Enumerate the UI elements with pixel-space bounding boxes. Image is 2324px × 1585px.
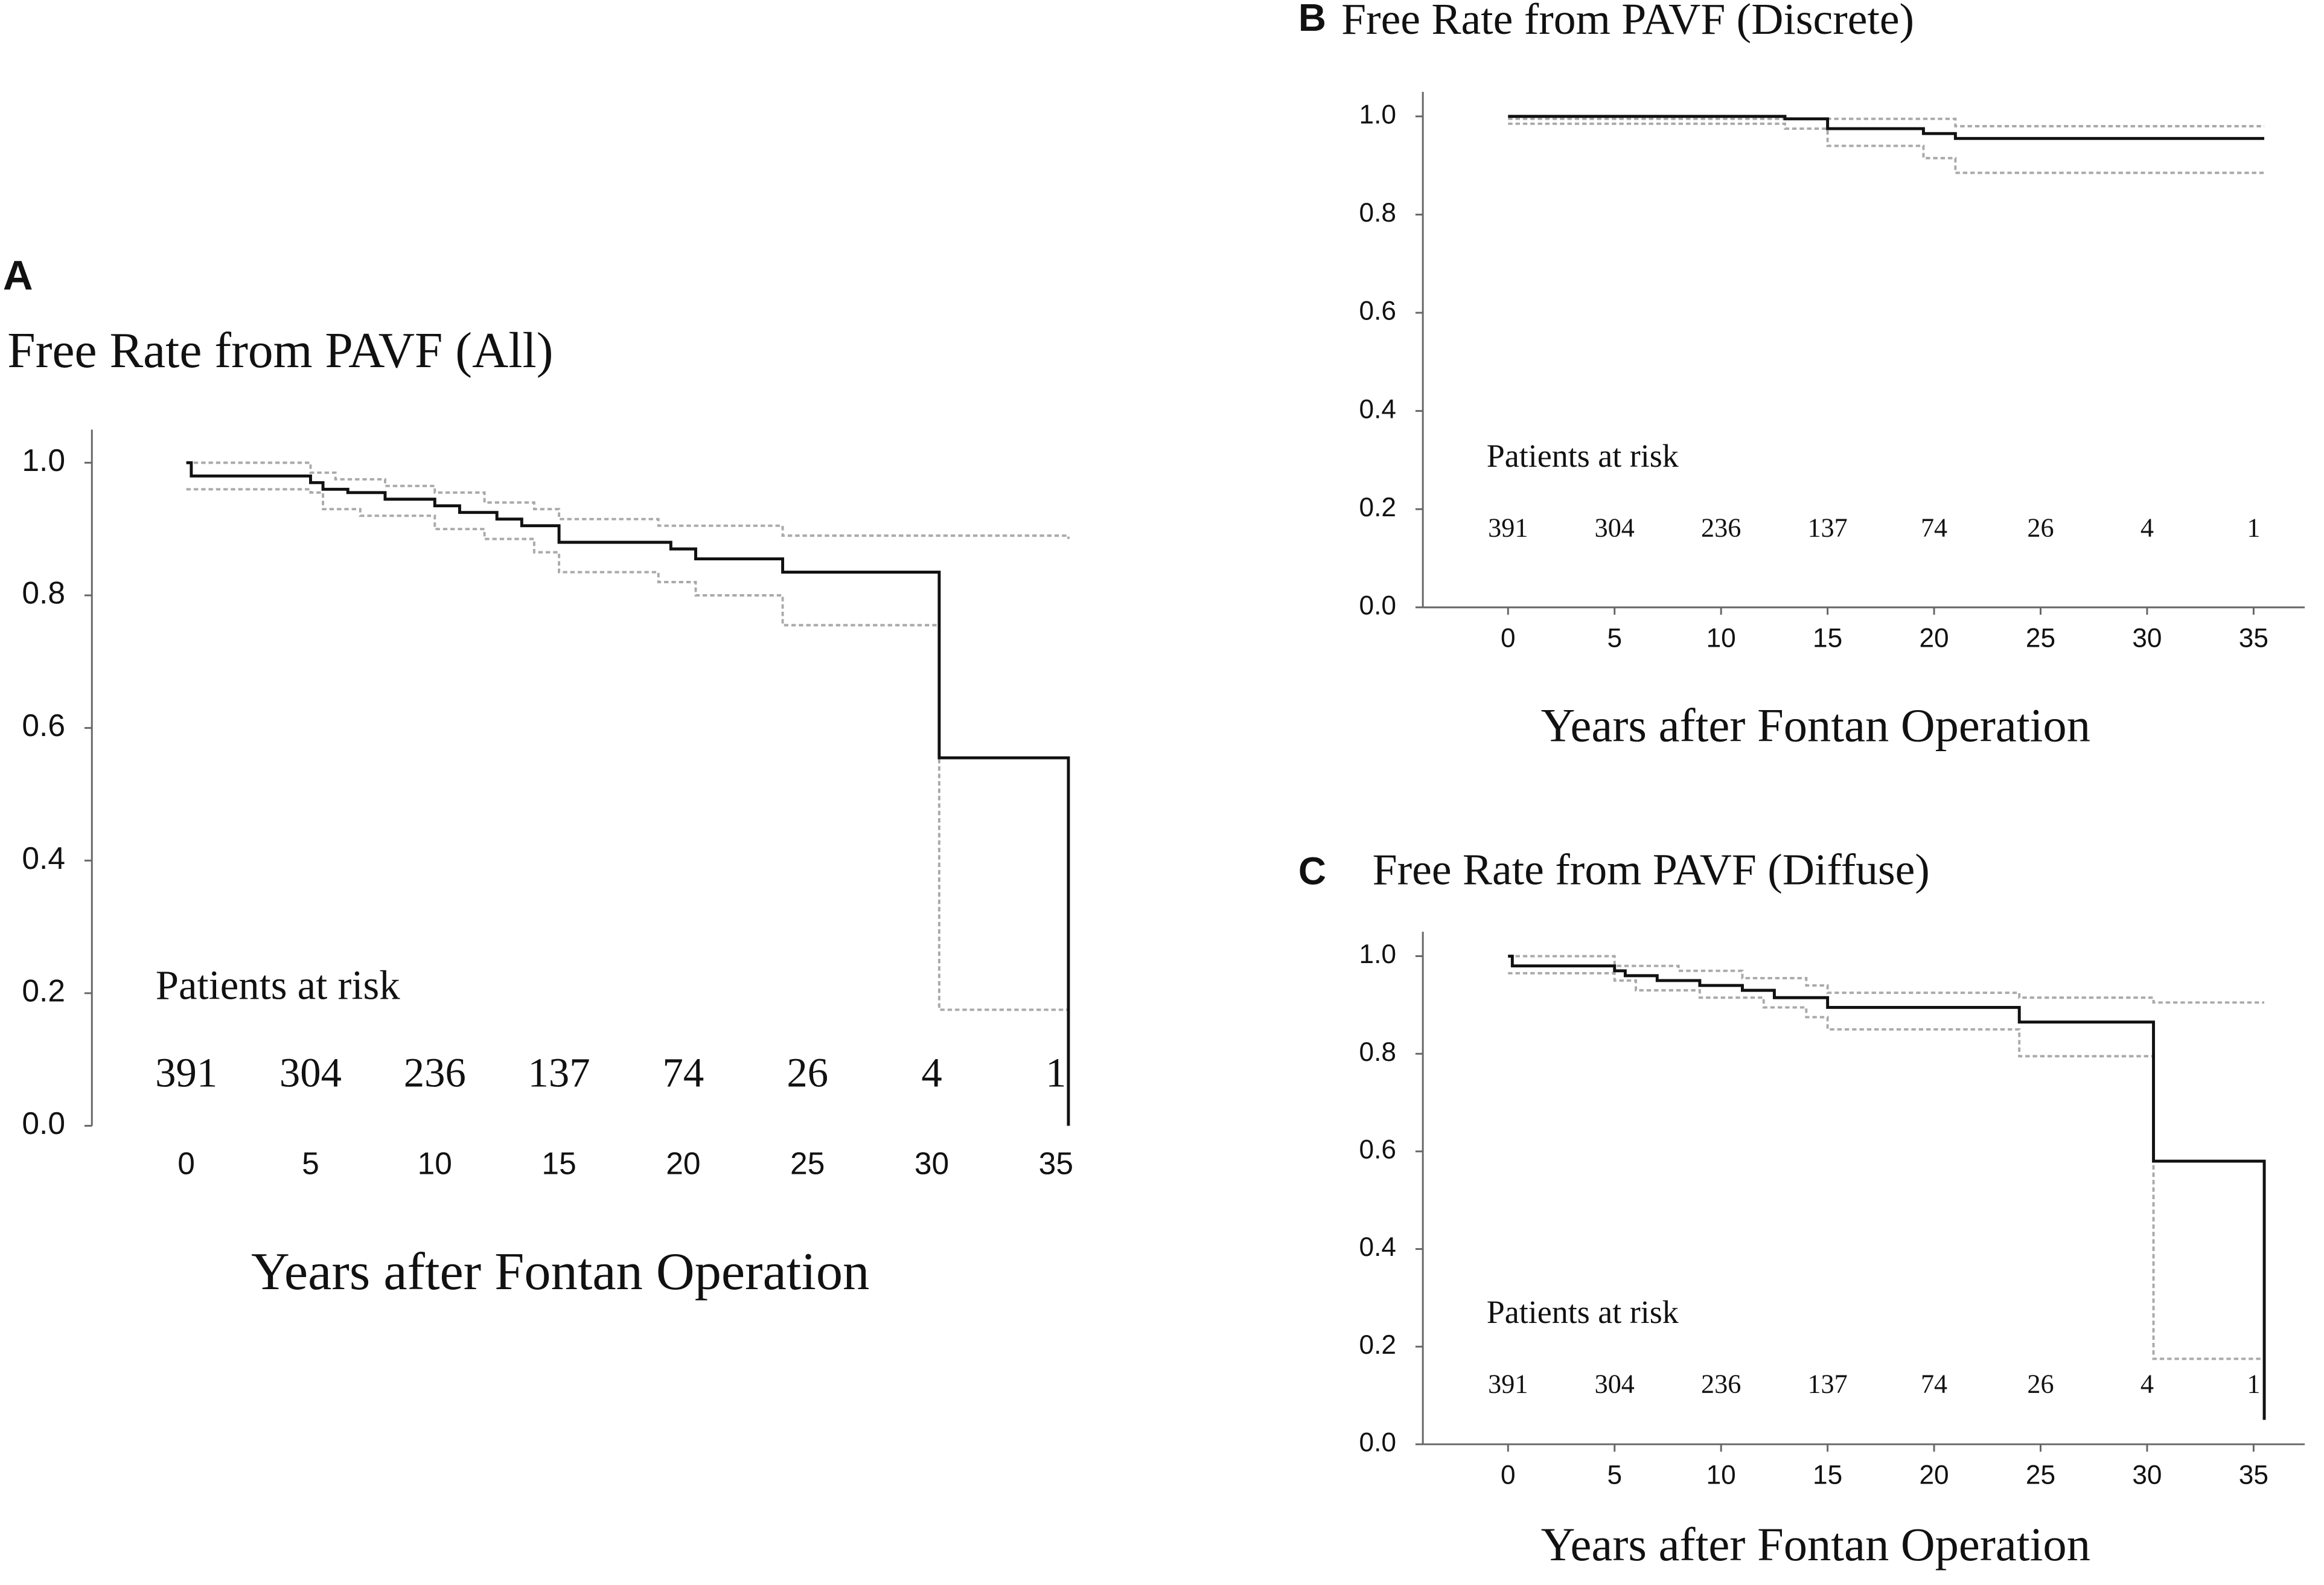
x-tick-label: 0 xyxy=(1501,1461,1516,1490)
x-tick-label: 30 xyxy=(2132,1461,2162,1490)
x-tick-label: 25 xyxy=(790,1145,825,1180)
panel-letter: A xyxy=(3,252,33,298)
survival-line xyxy=(1508,115,2265,140)
x-tick-label: 20 xyxy=(1919,1461,1949,1490)
y-tick-label: 0.8 xyxy=(22,575,65,610)
x-axis-label: Years after Fontan Operation xyxy=(251,1242,869,1301)
y-tick-label: 0.0 xyxy=(1359,1428,1396,1458)
chart-title: Free Rate from PAVF (Diffuse) xyxy=(1373,844,1930,894)
at-risk-count: 137 xyxy=(528,1049,590,1095)
ci-line xyxy=(186,461,1070,539)
at-risk-count: 74 xyxy=(1921,513,1947,542)
x-tick-label: 15 xyxy=(541,1145,576,1180)
at-risk-count: 1 xyxy=(2247,1369,2260,1398)
y-tick-label: 1.0 xyxy=(1359,940,1396,969)
x-tick-label: 35 xyxy=(1039,1145,1073,1180)
x-tick-label: 5 xyxy=(1607,1461,1622,1490)
x-tick-label: 30 xyxy=(2132,623,2162,653)
x-tick-label: 5 xyxy=(302,1145,319,1180)
ci-line xyxy=(1508,972,2265,1360)
at-risk-count: 1 xyxy=(2247,513,2260,542)
x-tick-label: 25 xyxy=(2026,1461,2055,1490)
x-tick-label: 0 xyxy=(177,1145,195,1180)
survival-line xyxy=(186,461,1070,1126)
y-tick-label: 1.0 xyxy=(22,443,65,478)
x-tick-label: 20 xyxy=(1919,623,1949,653)
panel-letter: C xyxy=(1298,849,1326,892)
chart-title: Free Rate from PAVF (All) xyxy=(7,323,553,379)
y-tick-label: 0.2 xyxy=(22,973,65,1008)
at-risk-count: 236 xyxy=(1701,513,1741,542)
x-tick-label: 35 xyxy=(2239,623,2268,653)
at-risk-count: 391 xyxy=(155,1049,217,1095)
y-tick-label: 0.4 xyxy=(1359,1232,1396,1262)
annotation: Patients at risk xyxy=(156,962,400,1008)
y-tick-label: 0.6 xyxy=(1359,1135,1396,1165)
y-tick-label: 0.8 xyxy=(1359,198,1396,228)
y-tick-label: 0.6 xyxy=(1359,296,1396,326)
x-tick-label: 10 xyxy=(418,1145,452,1180)
y-tick-label: 0.4 xyxy=(1359,394,1396,424)
x-tick-label: 35 xyxy=(2239,1461,2268,1490)
at-risk-count: 304 xyxy=(1595,1369,1635,1398)
at-risk-count: 4 xyxy=(2140,1369,2154,1398)
annotation: Patients at risk xyxy=(1487,1294,1679,1330)
at-risk-count: 1 xyxy=(1045,1049,1066,1095)
x-tick-label: 25 xyxy=(2026,623,2055,653)
y-tick-label: 0.0 xyxy=(22,1106,65,1141)
x-tick-label: 15 xyxy=(1813,1461,1842,1490)
at-risk-count: 236 xyxy=(404,1049,466,1095)
y-tick-label: 0.2 xyxy=(1359,1330,1396,1360)
at-risk-count: 74 xyxy=(663,1049,704,1095)
at-risk-count: 137 xyxy=(1807,1369,1847,1398)
at-risk-count: 26 xyxy=(2027,513,2054,542)
at-risk-count: 137 xyxy=(1807,513,1847,542)
ci-line xyxy=(1508,122,2265,175)
ci-line xyxy=(186,488,1068,1011)
x-axis-label: Years after Fontan Operation xyxy=(1541,1518,2090,1571)
at-risk-count: 26 xyxy=(2027,1369,2054,1398)
survival-line xyxy=(1508,955,2266,1420)
ci-line xyxy=(1508,117,2265,127)
chart-title: Free Rate from PAVF (Discrete) xyxy=(1341,0,1914,43)
at-risk-count: 391 xyxy=(1488,1369,1528,1398)
at-risk-count: 4 xyxy=(2140,513,2154,542)
x-tick-label: 30 xyxy=(915,1145,949,1180)
y-tick-label: 0.8 xyxy=(1359,1037,1396,1067)
at-risk-count: 236 xyxy=(1701,1369,1741,1398)
y-tick-label: 0.0 xyxy=(1359,591,1396,621)
at-risk-count: 304 xyxy=(1595,513,1635,542)
x-tick-label: 10 xyxy=(1706,623,1736,653)
y-tick-label: 0.2 xyxy=(1359,493,1396,522)
annotation: Patients at risk xyxy=(1487,438,1679,474)
x-axis-label: Years after Fontan Operation xyxy=(1541,699,2090,752)
x-tick-label: 15 xyxy=(1813,623,1842,653)
x-tick-label: 10 xyxy=(1706,1461,1736,1490)
ci-line xyxy=(1508,955,2265,1004)
at-risk-count: 74 xyxy=(1921,1369,1947,1398)
at-risk-count: 391 xyxy=(1488,513,1528,542)
x-tick-label: 5 xyxy=(1607,623,1622,653)
x-tick-label: 20 xyxy=(666,1145,700,1180)
panel-letter: B xyxy=(1298,0,1326,39)
y-tick-label: 0.4 xyxy=(22,841,65,876)
y-tick-label: 0.6 xyxy=(22,708,65,743)
at-risk-count: 26 xyxy=(787,1049,828,1095)
at-risk-count: 4 xyxy=(921,1049,942,1095)
x-tick-label: 0 xyxy=(1501,623,1516,653)
y-tick-label: 1.0 xyxy=(1359,100,1396,129)
at-risk-count: 304 xyxy=(279,1049,342,1095)
